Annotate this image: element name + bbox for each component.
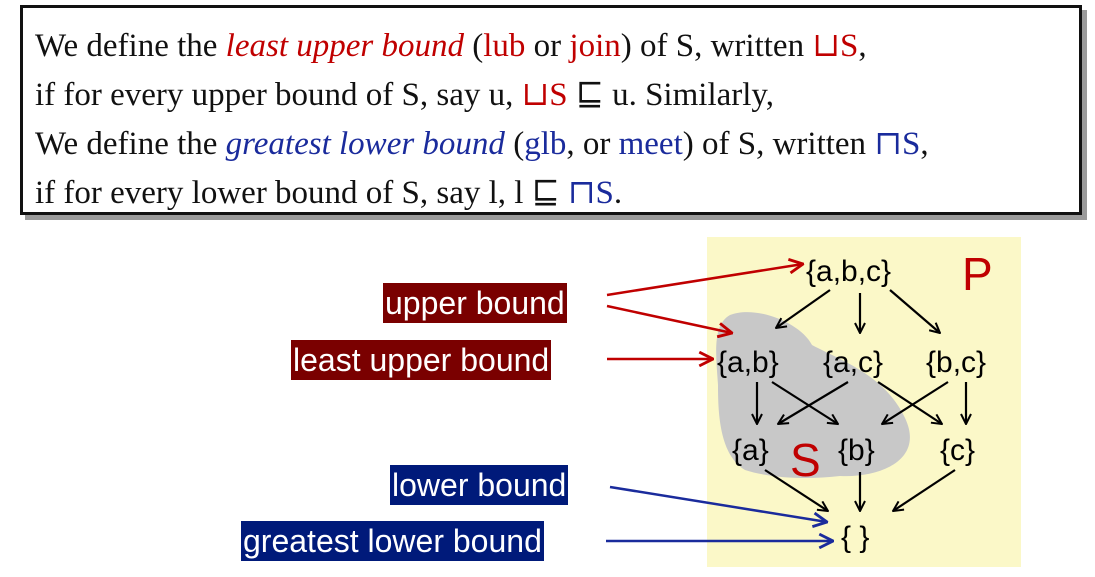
edge-abc-ab: [776, 289, 831, 328]
text: ) of S, written: [682, 126, 875, 162]
text: or: [525, 28, 570, 64]
join-symbol: ⊔S: [812, 28, 859, 64]
term-least-upper-bound: least upper bound: [225, 28, 464, 64]
text: , or: [566, 126, 619, 162]
node-empty: { }: [841, 521, 869, 554]
definition-box: We define the least upper bound (lub or …: [20, 5, 1082, 215]
arrow-upper-bound-2: [606, 304, 732, 333]
text: if for every upper bound of S, say u,: [35, 77, 522, 113]
text: if for every lower bound of S, say l, l …: [35, 175, 568, 211]
node-abc: {a,b,c}: [806, 255, 891, 288]
label-upper-bound: upper bound: [383, 283, 567, 323]
term-glb: glb: [524, 126, 567, 162]
arrow-lower-bound: [609, 485, 827, 522]
edge-abc-bc: [889, 289, 940, 333]
subset-s-blob: [716, 312, 910, 478]
definition-line-4: if for every lower bound of S, say l, l …: [35, 169, 1079, 218]
join-symbol: ⊔S: [521, 77, 568, 113]
label-least-upper-bound: least upper bound: [291, 340, 552, 380]
term-greatest-lower-bound: greatest lower bound: [225, 126, 505, 162]
definition-line-1: We define the least upper bound (lub or …: [35, 22, 1079, 71]
text: ,: [920, 126, 929, 162]
text: (: [504, 126, 525, 162]
arrow-upper-bound: [606, 264, 803, 297]
label-greatest-lower-bound: greatest lower bound: [241, 521, 544, 561]
text: .: [613, 175, 623, 211]
node-bc: {b,c}: [926, 346, 986, 379]
text: ⊑ u. Similarly,: [567, 77, 775, 113]
node-b: {b}: [838, 434, 875, 467]
edge-a-empty: [764, 469, 828, 511]
text: ,: [858, 28, 867, 64]
poset-label: P: [962, 248, 993, 300]
text: We define the: [35, 126, 226, 162]
text: (: [464, 28, 484, 64]
edge-c-empty: [893, 469, 956, 511]
term-meet: meet: [618, 126, 683, 162]
edge-bc-b: [882, 381, 949, 424]
term-join: join: [569, 28, 621, 64]
node-ac: {a,c}: [823, 346, 883, 379]
label-lower-bound: lower bound: [390, 465, 569, 505]
edge-ac-a: [778, 381, 849, 424]
subset-label: S: [790, 434, 821, 486]
text: We define the: [35, 28, 226, 64]
node-c: {c}: [940, 434, 975, 467]
text: ) of S, written: [620, 28, 813, 64]
node-a: {a}: [732, 434, 769, 467]
term-lub: lub: [483, 28, 526, 64]
meet-symbol: ⊓S: [874, 126, 921, 162]
definition-line-3: We define the greatest lower bound (glb,…: [35, 120, 1079, 169]
node-ab: {a,b}: [717, 346, 779, 379]
meet-symbol: ⊓S: [567, 175, 614, 211]
edge-ab-b: [771, 381, 838, 424]
edge-ac-c: [877, 381, 942, 424]
definition-line-2: if for every upper bound of S, say u, ⊔S…: [35, 71, 1079, 120]
